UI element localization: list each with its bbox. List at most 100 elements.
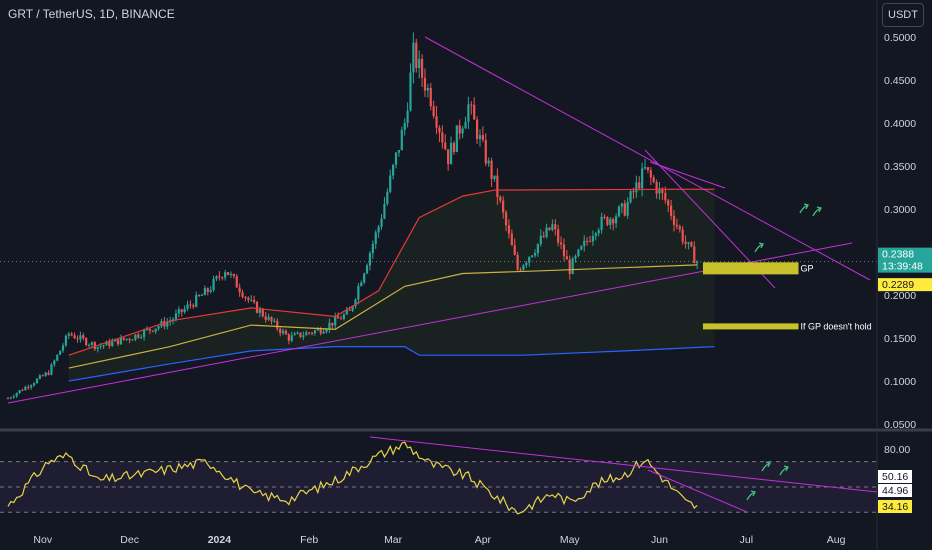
candle-body <box>328 322 331 330</box>
candle-body <box>629 191 632 203</box>
candle-body <box>215 276 218 280</box>
candle-body <box>279 328 282 334</box>
y-tick-label: 0.4000 <box>884 118 916 130</box>
candle-body <box>316 328 319 331</box>
candle-body <box>270 316 273 322</box>
candle-body <box>189 304 192 306</box>
candle-body <box>183 308 186 313</box>
up-arrow-annotation <box>812 206 822 217</box>
up-arrow-annotation <box>746 490 756 501</box>
rsi-value-tag-label: 50.16 <box>882 471 908 483</box>
y-tick-label: 0.3500 <box>884 161 916 173</box>
candle-body <box>528 256 531 263</box>
candle-body <box>244 297 247 299</box>
candle-body <box>499 196 502 201</box>
y-tick-label: 0.1500 <box>884 333 916 345</box>
candle-body <box>114 339 117 342</box>
arrow-head <box>816 206 822 213</box>
candle-body <box>186 304 189 309</box>
candle-body <box>464 121 467 129</box>
candle-body <box>258 309 262 313</box>
candle-body <box>108 341 111 347</box>
candle-body <box>93 342 96 349</box>
candle-body <box>198 295 201 297</box>
x-tick-label: Nov <box>33 534 52 546</box>
candle-body <box>241 292 244 298</box>
candle-body <box>134 334 137 340</box>
candle-body <box>310 332 314 334</box>
candle-body <box>154 328 157 332</box>
candle-body <box>473 104 476 120</box>
candle-body <box>142 329 146 338</box>
candle-body <box>554 224 557 230</box>
candle-body <box>565 256 568 260</box>
candle-body <box>502 200 505 213</box>
candle-body <box>85 338 88 346</box>
candle-body <box>649 170 652 178</box>
candle-body <box>157 326 160 329</box>
x-tick-label: Jun <box>651 534 668 546</box>
candle-body <box>568 259 571 274</box>
candle-body <box>253 299 256 302</box>
candle-body <box>435 116 438 128</box>
rsi-pane[interactable] <box>0 436 878 515</box>
candle-body <box>299 332 302 337</box>
candle-body <box>516 254 519 270</box>
candle-body <box>646 167 650 171</box>
rsi-trendline <box>647 469 748 513</box>
candle-body <box>586 240 589 242</box>
candle-body <box>166 322 169 327</box>
up-arrow-annotation <box>779 465 789 476</box>
candle-body <box>6 398 10 400</box>
candle-body <box>678 226 681 230</box>
candle-body <box>12 396 15 398</box>
candle-body <box>504 212 508 226</box>
candle-body <box>47 372 50 375</box>
trendline <box>649 161 726 189</box>
rsi-line <box>7 441 698 515</box>
candle-body <box>32 383 36 386</box>
candle-body <box>455 125 458 153</box>
candle-body <box>617 206 621 217</box>
zone-label: If GP doesn't hold <box>801 321 872 331</box>
candle-body <box>559 242 563 245</box>
candle-body <box>531 255 534 257</box>
price-pane[interactable]: GP If GP doesn't hold <box>0 32 877 404</box>
currency-button[interactable]: USDT <box>882 3 924 27</box>
candle-body <box>429 87 432 107</box>
candle-body <box>406 110 409 124</box>
symbol-title: GRT / TetherUS, 1D, BINANCE <box>8 7 175 21</box>
candle-body <box>423 77 427 91</box>
candle-body <box>577 249 580 257</box>
candle-body <box>591 236 595 242</box>
candle-body <box>325 329 328 332</box>
candle-body <box>632 191 635 193</box>
candle-body <box>609 219 612 225</box>
candle-body <box>319 328 322 334</box>
candle-body <box>658 188 661 194</box>
candle-body <box>59 350 62 355</box>
candle-body <box>203 288 207 296</box>
candle-body <box>641 168 644 189</box>
candle-body <box>478 135 482 140</box>
candle-body <box>600 216 603 231</box>
candle-body <box>180 309 183 313</box>
candle-body <box>467 104 470 122</box>
candle-body <box>542 235 545 237</box>
candle-body <box>539 235 542 244</box>
candle-body <box>281 330 285 334</box>
x-tick-label: Apr <box>475 534 492 546</box>
candle-body <box>174 313 178 320</box>
candle-body <box>305 332 308 336</box>
candle-body <box>357 286 360 300</box>
candle-body <box>696 261 699 264</box>
candle-body <box>342 314 345 320</box>
candle-body <box>522 265 525 270</box>
candle-body <box>441 132 444 143</box>
candle-body <box>99 346 102 348</box>
candle-body <box>681 229 684 242</box>
candle-body <box>597 230 600 234</box>
rsi-value-tag <box>878 470 912 483</box>
